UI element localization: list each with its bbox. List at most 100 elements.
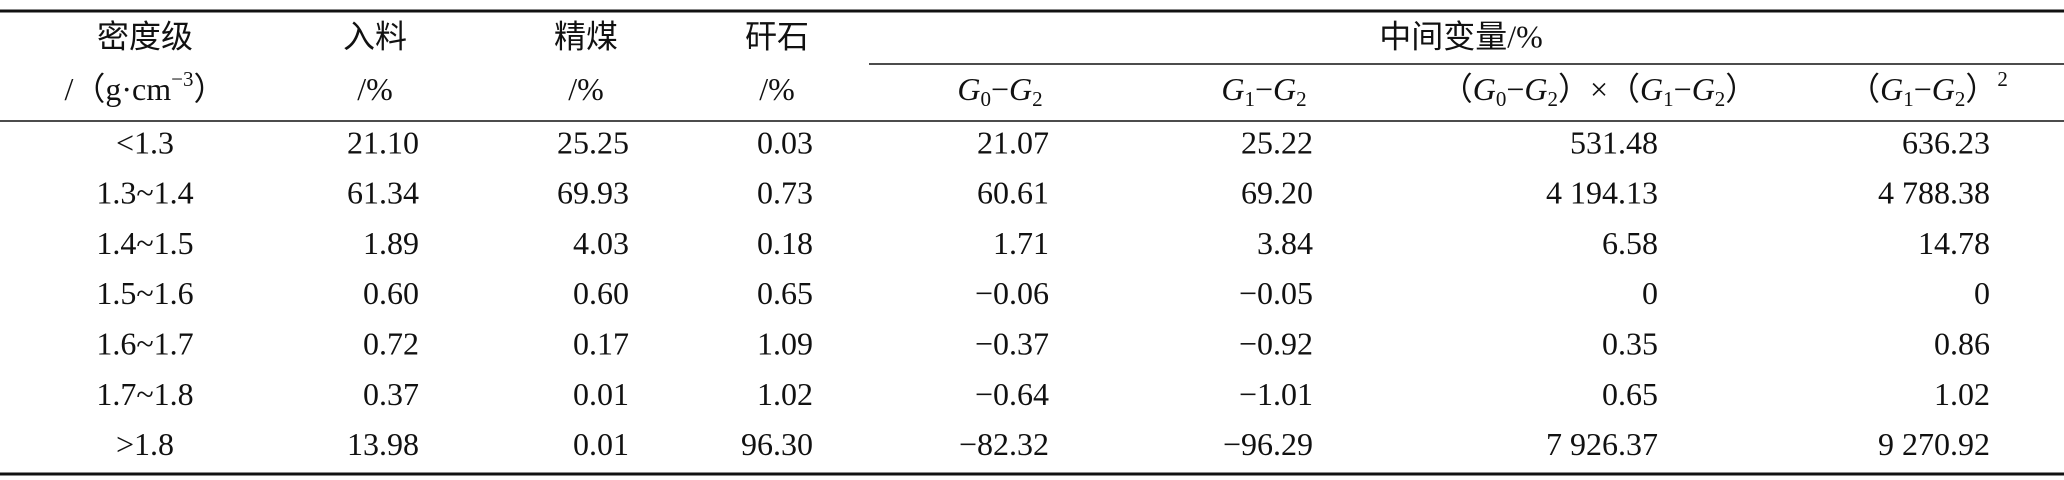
value-cell: 96.30 — [741, 426, 813, 462]
header-segment: −3 — [171, 67, 193, 91]
value-cell: 0.60 — [573, 275, 629, 311]
value-cell: −82.32 — [959, 426, 1049, 462]
value-cell: 0.65 — [757, 275, 813, 311]
header-segment: 2 — [1715, 87, 1726, 111]
value-cell: 7 926.37 — [1546, 426, 1658, 462]
value-cell: 0.01 — [573, 376, 629, 412]
header-segment: ）×（ — [1558, 71, 1640, 107]
value-cell: 1.89 — [363, 225, 419, 261]
header-segment: G — [1009, 71, 1032, 107]
value-cell: 0.03 — [757, 124, 813, 160]
value-cell: 4 788.38 — [1878, 175, 1990, 211]
value-cell: 4 194.13 — [1546, 175, 1658, 211]
value-cell: 0.37 — [363, 376, 419, 412]
value-cell: 21.10 — [347, 124, 419, 160]
header-cell: 精煤 — [554, 18, 618, 54]
header-segment: − — [1255, 71, 1273, 107]
value-cell: −0.37 — [975, 326, 1049, 362]
value-cell: 3.84 — [1257, 225, 1313, 261]
value-cell: 0 — [1642, 275, 1658, 311]
value-cell: 0.65 — [1602, 376, 1658, 412]
header-segment: G — [1524, 71, 1547, 107]
value-cell: 4.03 — [573, 225, 629, 261]
header-segment: ） — [193, 71, 225, 107]
header-segment: − — [1506, 71, 1524, 107]
value-cell: 0.35 — [1602, 326, 1658, 362]
header-cell: /（g·cm−3） — [64, 67, 225, 108]
value-cell: 0.18 — [757, 225, 813, 261]
header-segment: /% — [357, 71, 393, 107]
value-cell: −0.06 — [975, 275, 1049, 311]
header-cell: /% — [759, 71, 795, 107]
header-cell: /% — [568, 71, 604, 107]
header-segment: G — [1880, 71, 1903, 107]
value-cell: 0.72 — [363, 326, 419, 362]
density-cell: 1.5~1.6 — [96, 275, 193, 311]
value-cell: 1.02 — [757, 376, 813, 412]
header-segment: 0 — [1496, 87, 1507, 111]
value-cell: 0.60 — [363, 275, 419, 311]
header-cell: （G1−G2）2 — [1848, 67, 2008, 111]
value-cell: 25.22 — [1241, 124, 1313, 160]
value-cell: 1.71 — [993, 225, 1049, 261]
header-segment: − — [1674, 71, 1692, 107]
header-segment: 2 — [1955, 87, 1966, 111]
header-segment: 2 — [1296, 87, 1307, 111]
header-cell: G1−G2 — [1221, 71, 1306, 110]
header-segment: /% — [568, 71, 604, 107]
header-segment: G — [1692, 71, 1715, 107]
header-segment: G — [1932, 71, 1955, 107]
header-segment: /（g·cm — [64, 71, 171, 107]
header-segment: （ — [1848, 71, 1880, 107]
header-segment: − — [991, 71, 1009, 107]
value-cell: 636.23 — [1902, 124, 1990, 160]
header-segment: 1 — [1903, 87, 1914, 111]
header-cell: 密度级 — [97, 18, 193, 54]
value-cell: 21.07 — [977, 124, 1049, 160]
header-segment: ） — [1965, 71, 1997, 107]
density-cell: <1.3 — [116, 124, 174, 160]
value-cell: 25.25 — [557, 124, 629, 160]
header-segment: G — [1640, 71, 1663, 107]
value-cell: 9 270.92 — [1878, 426, 1990, 462]
value-cell: −0.92 — [1239, 326, 1313, 362]
density-cell: 1.3~1.4 — [96, 175, 193, 211]
header-cell: 矸石 — [745, 18, 809, 54]
value-cell: 60.61 — [977, 175, 1049, 211]
density-cell: >1.8 — [116, 426, 174, 462]
density-cell: 1.4~1.5 — [96, 225, 193, 261]
header-cell: 中间变量/% — [1379, 18, 1543, 54]
value-cell: 1.09 — [757, 326, 813, 362]
value-cell: 0 — [1974, 275, 1990, 311]
header-cell: 入料 — [343, 18, 407, 54]
header-segment: G — [1273, 71, 1296, 107]
value-cell: −0.64 — [975, 376, 1049, 412]
value-cell: 0.73 — [757, 175, 813, 211]
value-cell: −96.29 — [1223, 426, 1313, 462]
header-segment: G — [1473, 71, 1496, 107]
value-cell: −1.01 — [1239, 376, 1313, 412]
header-cell: /% — [357, 71, 393, 107]
header-segment: − — [1914, 71, 1932, 107]
value-cell: 6.58 — [1602, 225, 1658, 261]
density-cell: 1.7~1.8 — [96, 376, 193, 412]
value-cell: 1.02 — [1934, 376, 1990, 412]
value-cell: 69.20 — [1241, 175, 1313, 211]
header-segment: 2 — [1547, 87, 1558, 111]
value-cell: 69.93 — [557, 175, 629, 211]
header-segment: /% — [759, 71, 795, 107]
value-cell: 0.17 — [573, 326, 629, 362]
header-cell: （G0−G2）×（G1−G2） — [1441, 71, 1758, 110]
value-cell: 531.48 — [1570, 124, 1658, 160]
value-cell: 13.98 — [347, 426, 419, 462]
value-cell: 0.86 — [1934, 326, 1990, 362]
density-cell: 1.6~1.7 — [96, 326, 193, 362]
value-cell: −0.05 — [1239, 275, 1313, 311]
header-segment: G — [957, 71, 980, 107]
value-cell: 61.34 — [347, 175, 419, 211]
header-segment: G — [1221, 71, 1244, 107]
value-cell: 14.78 — [1918, 225, 1990, 261]
header-segment: ） — [1725, 71, 1757, 107]
